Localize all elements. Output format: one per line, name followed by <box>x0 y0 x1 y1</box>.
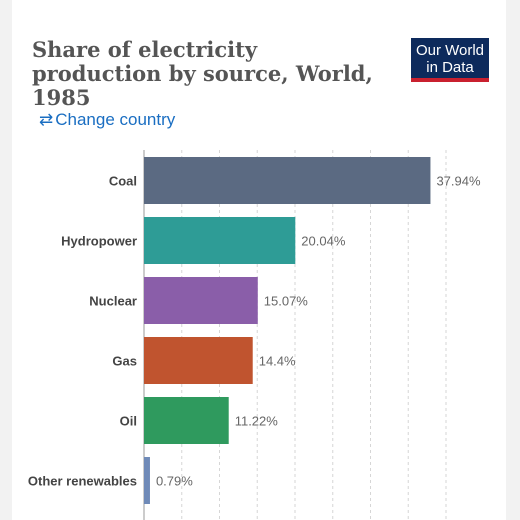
owid-logo[interactable]: Our World in Data <box>411 38 489 82</box>
value-label: 37.94% <box>436 174 481 189</box>
category-label: Coal <box>109 174 137 189</box>
bar-hydropower[interactable] <box>144 217 296 264</box>
value-label: 15.07% <box>264 294 309 309</box>
value-label: 20.04% <box>301 234 346 249</box>
bar-coal[interactable] <box>144 157 431 204</box>
value-label: 11.22% <box>235 414 279 429</box>
change-country-label: Change country <box>55 110 176 129</box>
category-label: Nuclear <box>89 294 137 309</box>
value-label: 14.4% <box>259 354 296 369</box>
logo-line-1: Our World <box>415 42 485 59</box>
category-label: Hydropower <box>61 234 137 249</box>
bar-gas[interactable] <box>144 337 253 384</box>
category-label: Other renewables <box>28 474 137 489</box>
logo-line-2: in Data <box>426 59 474 76</box>
category-label: Oil <box>120 414 137 429</box>
change-country-button[interactable]: ⇄ Change country <box>39 108 175 132</box>
category-label: Gas <box>112 354 137 369</box>
bar-other-renewables[interactable] <box>144 457 150 504</box>
left-border <box>0 0 12 520</box>
right-border <box>506 0 520 520</box>
bar-oil[interactable] <box>144 397 229 444</box>
chart-title: Share of electricity production by sourc… <box>32 37 373 110</box>
value-label: 0.79% <box>156 474 193 489</box>
bar-nuclear[interactable] <box>144 277 258 324</box>
swap-arrows-icon: ⇄ <box>39 110 54 129</box>
